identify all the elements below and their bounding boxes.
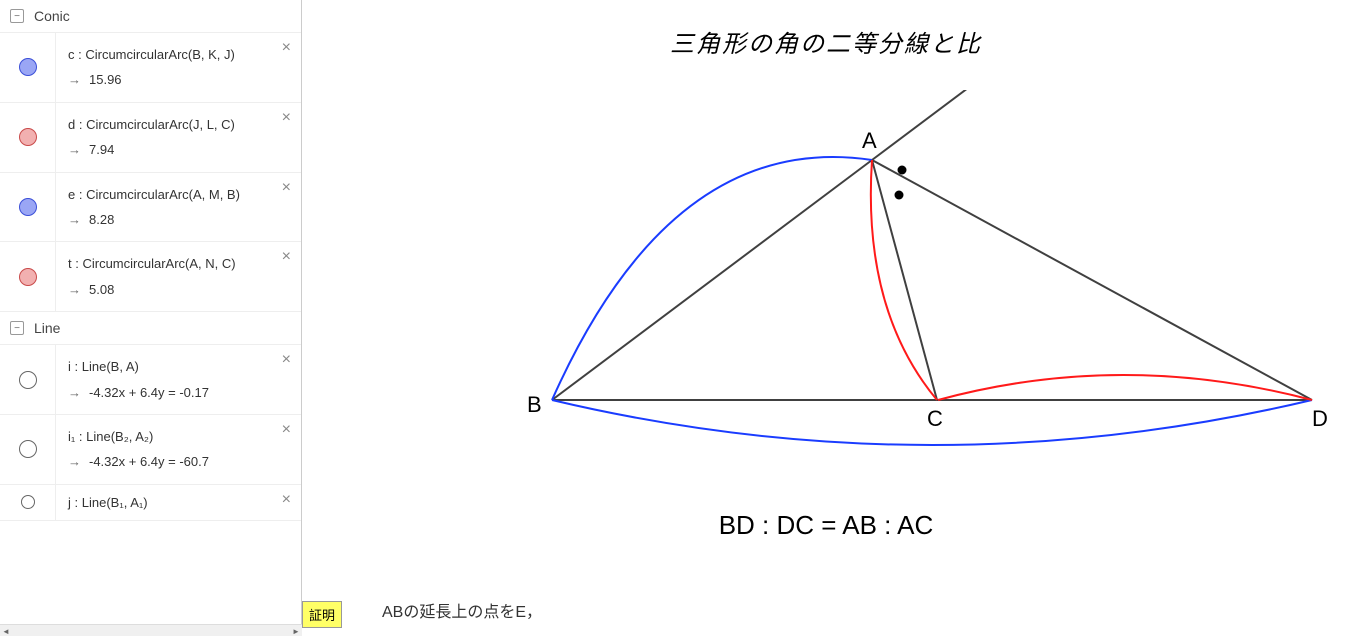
item-color-cell[interactable]	[0, 173, 56, 242]
geometry-figure: A B C D	[392, 90, 1350, 470]
collapse-icon[interactable]: −	[10, 321, 24, 335]
item-color-cell[interactable]	[0, 242, 56, 311]
item-body: i₁ : Line(B₂, A₂) → -4.32x + 6.4y = -60.…	[56, 415, 301, 484]
algebra-sidebar[interactable]: − Conic × c : CircumcircularArc(B, K, J)…	[0, 0, 302, 636]
close-icon[interactable]: ×	[282, 491, 291, 509]
arrow-icon: →	[68, 381, 81, 404]
arrow-icon: →	[68, 138, 81, 161]
close-icon[interactable]: ×	[282, 351, 291, 369]
proof-button[interactable]: 証明	[302, 601, 342, 628]
color-dot	[19, 268, 37, 286]
label-B: B	[527, 392, 542, 417]
algebra-item[interactable]: × c : CircumcircularArc(B, K, J) → 15.96	[0, 33, 301, 103]
algebra-item[interactable]: × t : CircumcircularArc(A, N, C) → 5.08	[0, 242, 301, 312]
color-dot	[19, 128, 37, 146]
close-icon[interactable]: ×	[282, 179, 291, 197]
item-color-cell[interactable]	[0, 485, 56, 520]
algebra-item[interactable]: × d : CircumcircularArc(J, L, C) → 7.94	[0, 103, 301, 173]
page-title: 三角形の角の二等分線と比	[670, 24, 982, 59]
label-D: D	[1312, 406, 1328, 431]
algebra-item[interactable]: × j : Line(B₁, A₁)	[0, 485, 301, 521]
arrow-icon: →	[68, 450, 81, 473]
item-body: c : CircumcircularArc(B, K, J) → 15.96	[56, 33, 301, 102]
color-dot	[19, 58, 37, 76]
item-body: i : Line(B, A) → -4.32x + 6.4y = -0.17	[56, 345, 301, 414]
item-color-cell[interactable]	[0, 103, 56, 172]
label-C: C	[927, 406, 943, 431]
algebra-item[interactable]: × i₁ : Line(B₂, A₂) → -4.32x + 6.4y = -6…	[0, 415, 301, 485]
arrow-icon: →	[68, 208, 81, 231]
scroll-left-icon[interactable]: ◄	[0, 625, 12, 637]
group-header-conic[interactable]: − Conic	[0, 0, 301, 33]
color-dot	[21, 495, 35, 509]
label-A: A	[862, 128, 877, 153]
proof-text-line: ABの延長上の点をE，	[382, 598, 542, 622]
item-body: e : CircumcircularArc(A, M, B) → 8.28	[56, 173, 301, 242]
arrow-icon: →	[68, 278, 81, 301]
group-label: Line	[34, 320, 60, 336]
close-icon[interactable]: ×	[282, 109, 291, 127]
horizontal-scrollbar[interactable]: ◄ ►	[0, 624, 302, 636]
group-header-line[interactable]: − Line	[0, 312, 301, 345]
close-icon[interactable]: ×	[282, 248, 291, 266]
close-icon[interactable]: ×	[282, 39, 291, 57]
item-body: j : Line(B₁, A₁)	[56, 485, 301, 520]
algebra-item[interactable]: × e : CircumcircularArc(A, M, B) → 8.28	[0, 173, 301, 243]
close-icon[interactable]: ×	[282, 421, 291, 439]
item-body: d : CircumcircularArc(J, L, C) → 7.94	[56, 103, 301, 172]
algebra-item[interactable]: × i : Line(B, A) → -4.32x + 6.4y = -0.17	[0, 345, 301, 415]
collapse-icon[interactable]: −	[10, 9, 24, 23]
group-label: Conic	[34, 8, 70, 24]
item-color-cell[interactable]	[0, 345, 56, 414]
color-dot	[19, 440, 37, 458]
ratio-equation: BD : DC = AB : AC	[719, 510, 934, 541]
arrow-icon: →	[68, 68, 81, 91]
color-dot	[19, 198, 37, 216]
scroll-right-icon[interactable]: ►	[290, 625, 302, 637]
item-body: t : CircumcircularArc(A, N, C) → 5.08	[56, 242, 301, 311]
item-color-cell[interactable]	[0, 415, 56, 484]
color-dot	[19, 371, 37, 389]
item-color-cell[interactable]	[0, 33, 56, 102]
graphics-view[interactable]: 三角形の角の二等分線と比	[302, 0, 1350, 636]
